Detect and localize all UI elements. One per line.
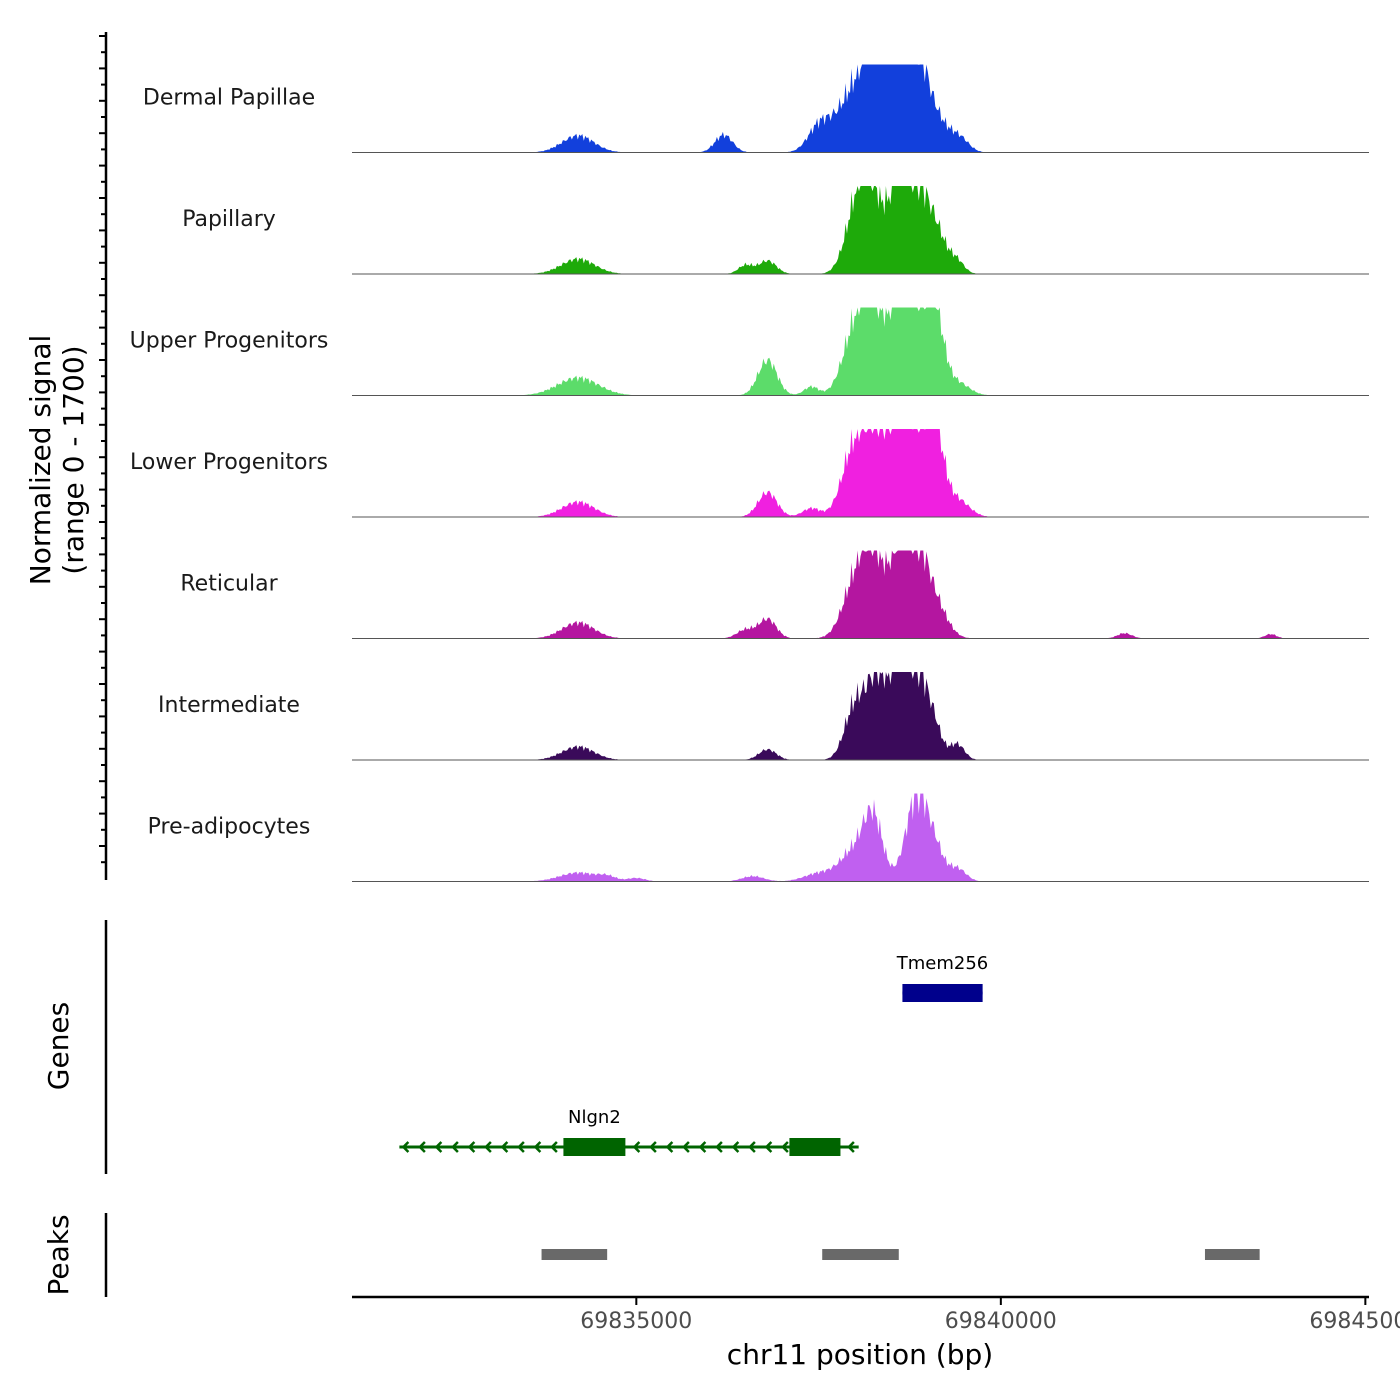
- strand-arrow-icon: [517, 1141, 525, 1153]
- gene-label-nlgn2: Nlgn2: [568, 1107, 621, 1128]
- strand-arrow-icon: [533, 1141, 542, 1153]
- strand-arrow-icon: [764, 1141, 773, 1153]
- x-axis-title: chr11 position (bp): [727, 1338, 993, 1371]
- coverage-area-lower-progenitors: [352, 429, 1369, 517]
- peak-region: [1204, 1249, 1260, 1260]
- strand-arrow-icon: [451, 1141, 459, 1153]
- track-reticular: Reticular: [180, 550, 1369, 639]
- track-label-pre-adipocytes: Pre-adipocytes: [148, 815, 311, 840]
- track-dermal-papillae: Dermal Papillae: [143, 64, 1369, 153]
- strand-arrow-icon: [401, 1141, 410, 1153]
- strand-arrow-icon: [847, 1141, 855, 1153]
- signal-y-axis: [99, 32, 108, 880]
- strand-arrow-icon: [649, 1141, 657, 1153]
- coverage-area-dermal-papillae: [352, 64, 1369, 153]
- gene-tmem256: Tmem256: [896, 953, 989, 1002]
- strand-arrow-icon: [715, 1141, 723, 1153]
- track-label-intermediate: Intermediate: [158, 693, 300, 718]
- strand-arrow-icon: [467, 1141, 476, 1153]
- track-lower-progenitors: Lower Progenitors: [130, 429, 1369, 518]
- peak-region-track: [541, 1249, 1260, 1260]
- peak-region: [822, 1249, 899, 1260]
- track-label-papillary: Papillary: [182, 207, 276, 232]
- strand-arrow-icon: [418, 1141, 426, 1153]
- y-axis-title-line1: Normalized signal: [24, 335, 57, 586]
- exon-nlgn2: [563, 1138, 626, 1156]
- strand-arrow-icon: [484, 1141, 492, 1153]
- track-pre-adipocytes: Pre-adipocytes: [148, 793, 1369, 882]
- x-tick-label: 69845000: [1309, 1309, 1400, 1334]
- coverage-area-upper-progenitors: [352, 307, 1369, 396]
- x-tick-label: 69840000: [945, 1309, 1057, 1334]
- strand-arrow-icon: [682, 1141, 690, 1153]
- strand-arrow-icon: [434, 1141, 443, 1153]
- strand-arrow-icon: [500, 1141, 509, 1153]
- coverage-area-pre-adipocytes: [352, 793, 1369, 882]
- y-axis-title-line2: (range 0 - 1700): [57, 345, 90, 574]
- genes-section-label: Genes: [42, 1002, 75, 1090]
- peak-region: [541, 1249, 608, 1260]
- strand-arrow-icon: [781, 1141, 789, 1153]
- gene-annotation-track: Tmem256 Nlgn2: [399, 953, 988, 1156]
- coverage-tracks: Dermal Papillae Papillary Upper Progenitor…: [130, 64, 1369, 882]
- track-intermediate: Intermediate: [158, 672, 1369, 761]
- x-tick-label: 69835000: [580, 1309, 692, 1334]
- peaks-section-label: Peaks: [42, 1214, 75, 1295]
- exon-nlgn2: [789, 1138, 841, 1156]
- track-label-reticular: Reticular: [180, 572, 278, 597]
- signal-y-axis-ticks: [99, 35, 106, 864]
- track-papillary: Papillary: [182, 186, 1369, 275]
- track-upper-progenitors: Upper Progenitors: [130, 307, 1369, 396]
- strand-arrow-icon: [731, 1141, 740, 1153]
- coverage-area-intermediate: [352, 672, 1369, 760]
- strand-arrow-icon: [665, 1141, 674, 1153]
- track-label-lower-progenitors: Lower Progenitors: [130, 450, 328, 475]
- coverage-area-reticular: [352, 550, 1369, 639]
- x-axis: 69835000 69840000 69845000: [352, 1295, 1400, 1334]
- track-label-dermal-papillae: Dermal Papillae: [143, 86, 315, 111]
- track-label-upper-progenitors: Upper Progenitors: [130, 329, 329, 354]
- gene-label-tmem256: Tmem256: [896, 953, 989, 974]
- strand-arrow-icon: [698, 1141, 707, 1153]
- strand-arrow-icon: [550, 1141, 558, 1153]
- exon-tmem256: [902, 984, 983, 1002]
- strand-arrow-icon: [632, 1141, 641, 1153]
- gene-nlgn2: Nlgn2: [399, 1107, 859, 1156]
- strand-arrow-icon: [748, 1141, 756, 1153]
- coverage-area-papillary: [352, 186, 1369, 274]
